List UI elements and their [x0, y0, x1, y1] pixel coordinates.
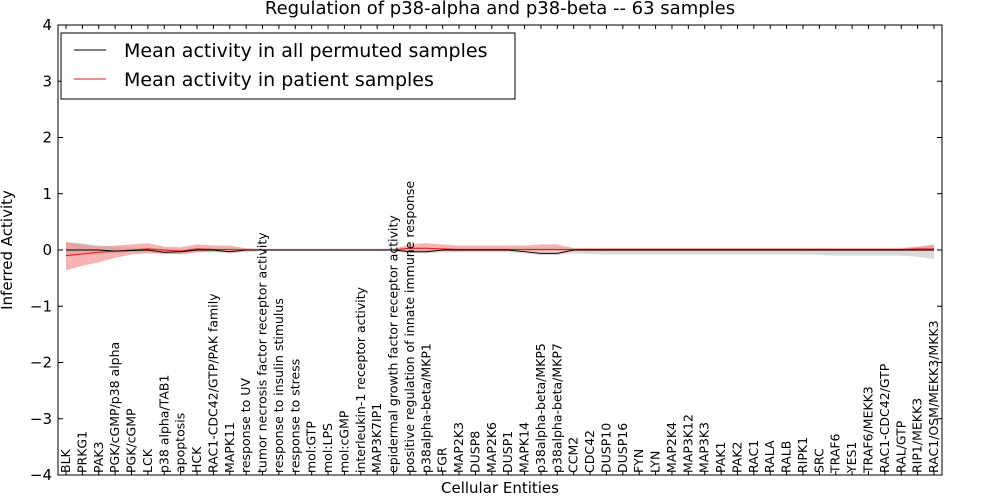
x-tick-label: mol:GTP [304, 421, 319, 473]
x-category-labels: BLK PRKG1 PAK3 PGK/cGMP/p38 alpha PGK/cGMP LC… [58, 25, 941, 475]
x-tick-label: PGK/cGMP/p38 alpha [107, 342, 122, 473]
x-tick-label: FGR [435, 447, 450, 473]
x-tick-label: RAC1-CDC42/GTP [877, 363, 892, 473]
x-tick-label: p38alpha-beta/MKP1 [418, 343, 433, 473]
x-tick-label: epidermal growth factor receptor activit… [386, 215, 401, 473]
legend: Mean activity in all permuted samples Me… [60, 32, 516, 100]
line-patient [65, 247, 934, 257]
x-tick-label: p38 alpha/TAB1 [156, 375, 171, 473]
x-tick-label: HCK [189, 446, 204, 473]
y-axis: −4 −3 −2 −1 0 1 2 3 4 [30, 16, 942, 484]
x-tick-label: MAP3K12 [680, 414, 695, 473]
x-tick-label: CDC42 [582, 430, 597, 473]
x-tick-label: SRC [811, 448, 826, 473]
x-axis-label: Cellular Entities [441, 479, 559, 497]
legend-label-permuted: Mean activity in all permuted samples [124, 40, 487, 62]
y-tick-label: −1 [30, 297, 52, 315]
x-tick-label: p38alpha-beta/MKP7 [549, 343, 564, 473]
plot-frame [57, 24, 943, 476]
x-tick-label: response to insulin stimulus [271, 298, 286, 473]
x-tick-label: response to stress [287, 359, 302, 473]
series-lines [65, 247, 934, 257]
x-tick-label: TRAF6/MEKK3 [860, 386, 875, 474]
y-tick-label: −2 [30, 354, 52, 372]
line-permuted [66, 249, 934, 254]
x-tick-label: MAP3K3 [697, 422, 712, 473]
y-tick-label: 3 [42, 72, 52, 90]
x-tick-label: DUSP1 [500, 431, 515, 473]
y-tick-label: −3 [30, 410, 52, 428]
y-tick-label: 4 [42, 16, 52, 34]
x-tick-label: TRAF6 [828, 433, 843, 474]
x-tick-label: RALB [779, 441, 794, 473]
x-tick-label: MAP2K3 [451, 422, 466, 473]
legend-label-patient: Mean activity in patient samples [124, 69, 434, 91]
x-tick-label: YES1 [844, 442, 859, 474]
y-tick-label: 2 [42, 129, 52, 147]
x-tick-label: positive regulation of innate immune res… [402, 181, 417, 473]
y-tick-label: 1 [42, 185, 52, 203]
x-tick-label: MAP3K7IP1 [369, 403, 384, 473]
x-tick-label: DUSP10 [598, 423, 613, 473]
x-tick-label: PGK/cGMP [124, 408, 139, 473]
x-tick-label: LCK [140, 448, 155, 473]
x-tick-label: tumor necrosis factor receptor activity [255, 232, 270, 473]
legend-box [60, 32, 516, 100]
y-tick-label: 0 [42, 241, 52, 259]
y-axis-label: Inferred Activity [0, 190, 16, 310]
x-tick-label: mol:LPS [320, 423, 335, 473]
x-tick-label: MAPK14 [517, 422, 532, 473]
x-tick-label: PAK2 [729, 442, 744, 473]
x-tick-label: p38alpha-beta/MKP5 [533, 343, 548, 473]
x-tick-label: RIP1/MEKK3 [910, 398, 925, 473]
x-tick-label: PAK1 [713, 442, 728, 473]
uncertainty-bands [66, 242, 934, 271]
x-tick-label: PAK3 [91, 442, 106, 473]
x-tick-label: interleukin-1 receptor activity [353, 286, 368, 473]
x-tick-label: apoptosis [173, 413, 188, 473]
x-tick-label: RALA [762, 440, 777, 473]
x-tick-label: PRKG1 [74, 431, 89, 473]
x-tick-label: RAC1 [746, 440, 761, 473]
x-tick-label: FYN [631, 449, 646, 473]
y-tick-label: −4 [30, 466, 52, 484]
chart-title: Regulation of p38-alpha and p38-beta -- … [265, 0, 735, 19]
x-tick-label: LYN [648, 451, 663, 473]
x-tick-label: RAL/GTP [893, 420, 908, 473]
x-tick-label: response to UV [238, 378, 253, 473]
x-tick-label: CCM2 [566, 437, 581, 473]
x-tick-label: MAP2K6 [484, 422, 499, 473]
x-tick-label: MAP2K4 [664, 422, 679, 473]
x-tick-label: DUSP8 [467, 431, 482, 473]
band-patient [66, 242, 934, 271]
x-tick-label: RIPK1 [795, 437, 810, 473]
x-tick-label: mol:cGMP [336, 410, 351, 473]
x-tick-label: RAC1-CDC42/GTP/PAK family [205, 293, 220, 473]
x-tick-label: MAPK11 [222, 422, 237, 473]
x-tick-label: DUSP16 [615, 423, 630, 473]
x-tick-label: RAC1/OSM/MEKK3/MKK3 [926, 320, 941, 473]
x-tick-label: BLK [58, 448, 73, 473]
